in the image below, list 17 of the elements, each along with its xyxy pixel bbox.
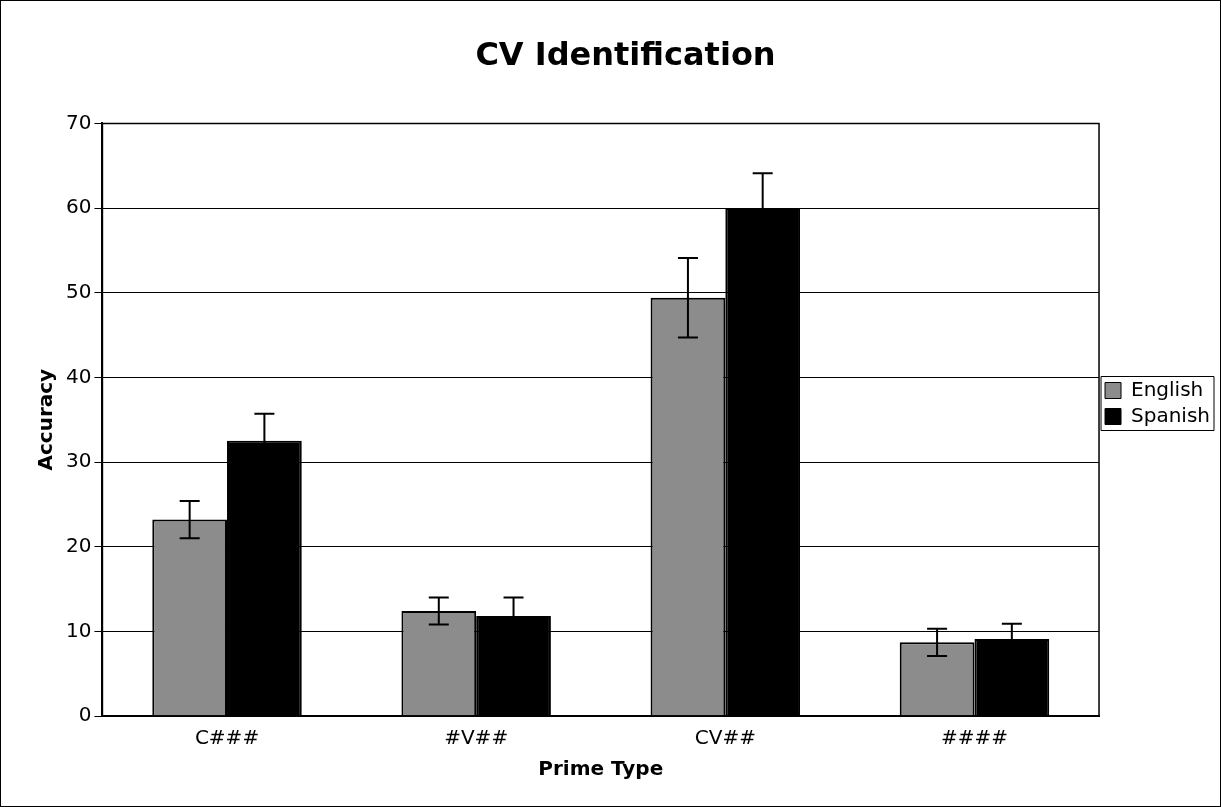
legend-label: English: [1131, 376, 1204, 401]
y-tick-label: 20: [66, 532, 92, 557]
legend-label: Spanish: [1131, 402, 1211, 427]
y-tick-label: 60: [66, 194, 92, 219]
x-tick-label: CV##: [694, 725, 756, 750]
x-tick-label: ####: [940, 725, 1008, 750]
chart-title: CV Identification: [475, 34, 776, 73]
y-tick-label: 50: [66, 278, 92, 303]
y-tick-label: 70: [66, 109, 92, 134]
x-tick-label: #V##: [444, 725, 509, 750]
y-axis-title: Accuracy: [33, 368, 58, 471]
y-tick-label: 30: [66, 448, 92, 473]
x-tick-label: C###: [194, 725, 260, 750]
y-tick-label: 40: [66, 363, 92, 388]
x-axis-title: Prime Type: [538, 756, 664, 781]
y-tick-label: 10: [66, 617, 92, 642]
y-tick-label: 0: [78, 702, 92, 727]
